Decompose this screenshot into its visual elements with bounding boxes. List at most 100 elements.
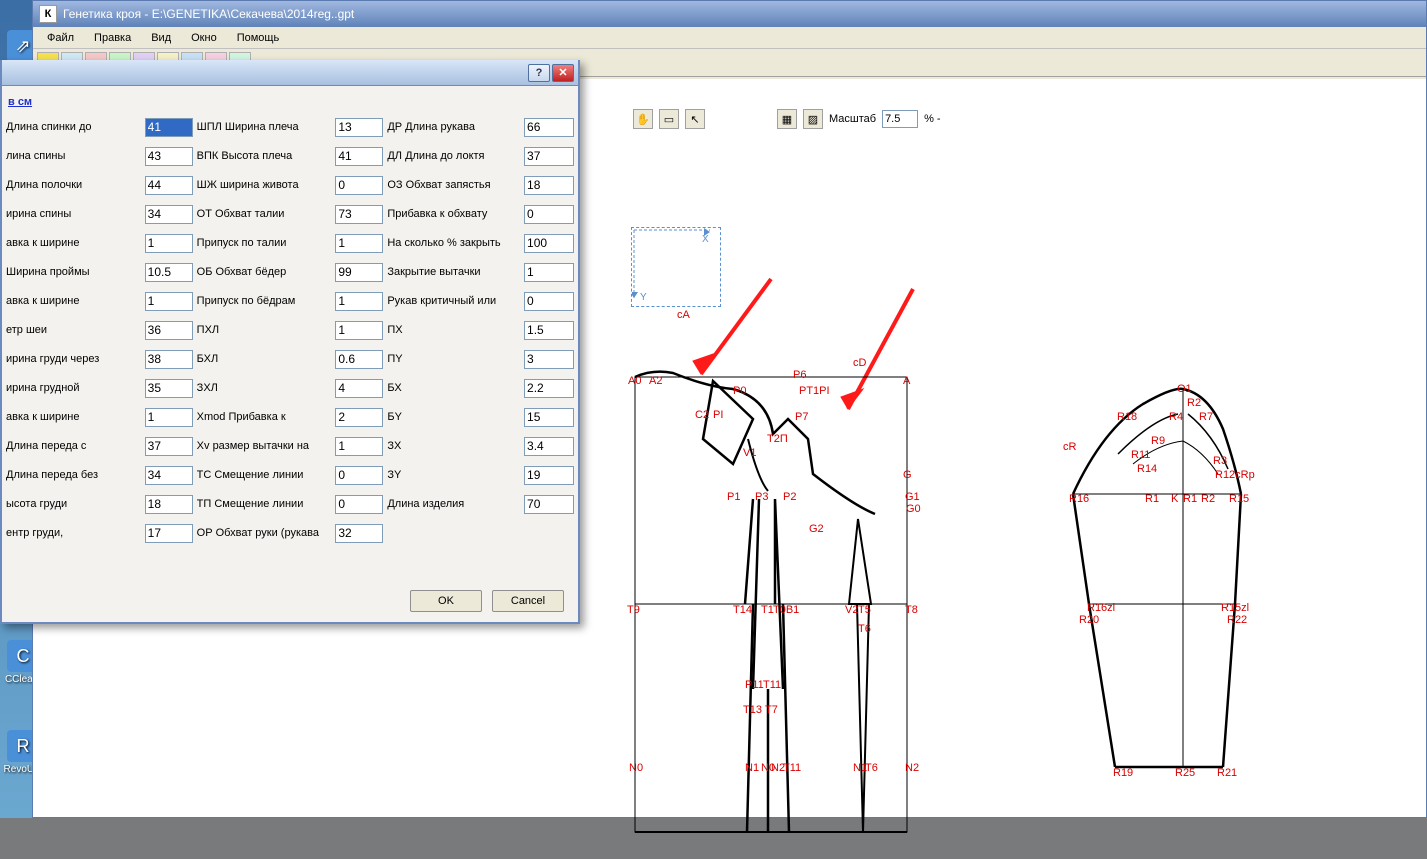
ok-button[interactable]: OK — [410, 590, 482, 612]
dialog-titlebar[interactable]: ? ✕ — [2, 60, 578, 86]
point-label: P7 — [795, 411, 808, 423]
point-label: P3 — [755, 491, 768, 503]
param-input[interactable] — [145, 524, 193, 543]
pointer-tool-icon[interactable]: ↖ — [685, 109, 705, 129]
point-label: R18 — [1117, 411, 1137, 423]
palette-icon[interactable]: ▦ — [777, 109, 797, 129]
param-label: ДР Длина рукава — [387, 121, 524, 133]
param-input[interactable] — [524, 321, 574, 340]
param-label: ирина спины — [6, 208, 145, 220]
param-input[interactable] — [524, 176, 574, 195]
param-input[interactable] — [335, 379, 383, 398]
param-input[interactable] — [335, 495, 383, 514]
param-input[interactable] — [335, 466, 383, 485]
param-label: ентр груди, — [6, 527, 145, 539]
point-label: R3 — [1213, 455, 1227, 467]
param-input[interactable] — [524, 292, 574, 311]
param-field: БХЛ — [197, 348, 384, 370]
param-input[interactable] — [524, 147, 574, 166]
param-input[interactable] — [524, 495, 574, 514]
param-label: Закрытие вытачки — [387, 266, 524, 278]
param-input[interactable] — [335, 176, 383, 195]
param-input[interactable] — [145, 118, 193, 137]
param-label: ЗХЛ — [197, 382, 336, 394]
param-field: ДЛ Длина до локтя — [387, 145, 574, 167]
menu-edit[interactable]: Правка — [84, 30, 141, 46]
param-input[interactable] — [335, 524, 383, 543]
param-input[interactable] — [145, 234, 193, 253]
param-input[interactable] — [524, 437, 574, 456]
param-input[interactable] — [145, 495, 193, 514]
scale-unit: % - — [924, 113, 941, 125]
sleeve-pattern — [1043, 219, 1303, 859]
parameters-dialog: ? ✕ в см Длина спинки долина спиныДлина … — [0, 60, 580, 624]
param-input[interactable] — [145, 466, 193, 485]
menu-window[interactable]: Окно — [181, 30, 227, 46]
hand-tool-icon[interactable]: ✋ — [633, 109, 653, 129]
param-input[interactable] — [145, 437, 193, 456]
param-input[interactable] — [524, 408, 574, 427]
menu-file[interactable]: Файл — [37, 30, 84, 46]
param-input[interactable] — [145, 176, 193, 195]
param-input[interactable] — [145, 292, 193, 311]
point-label: T6 — [865, 762, 878, 774]
point-label: PI — [713, 409, 723, 421]
param-column-1: Длина спинки долина спиныДлина полочкиир… — [6, 116, 193, 551]
cancel-button[interactable]: Cancel — [492, 590, 564, 612]
param-input[interactable] — [524, 350, 574, 369]
point-label: cA — [677, 309, 690, 321]
app-icon: К — [39, 5, 57, 23]
param-field: Длина полочки — [6, 174, 193, 196]
param-input[interactable] — [524, 118, 574, 137]
param-label: ПХ — [387, 324, 524, 336]
help-button[interactable]: ? — [528, 64, 550, 82]
param-input[interactable] — [524, 234, 574, 253]
param-input[interactable] — [145, 263, 193, 282]
scale-input[interactable] — [882, 110, 918, 128]
param-input[interactable] — [145, 350, 193, 369]
param-input[interactable] — [145, 205, 193, 224]
param-label: ОБ Обхват бёдер — [197, 266, 336, 278]
param-input[interactable] — [145, 321, 193, 340]
param-input[interactable] — [335, 263, 383, 282]
point-label: T5 — [858, 604, 871, 616]
dialog-header-link[interactable]: в см — [6, 94, 574, 116]
param-input[interactable] — [335, 321, 383, 340]
point-label: V2 — [845, 604, 858, 616]
point-label: N1 — [745, 762, 759, 774]
param-input[interactable] — [335, 234, 383, 253]
titlebar[interactable]: К Генетика кроя - E:\GENETIKA\Секачева\2… — [33, 1, 1426, 27]
param-input[interactable] — [145, 147, 193, 166]
param-input[interactable] — [335, 147, 383, 166]
point-label: R16 — [1069, 493, 1089, 505]
param-label: TC Смещение линии — [197, 469, 336, 481]
param-input[interactable] — [335, 350, 383, 369]
param-input[interactable] — [335, 118, 383, 137]
param-label: авка к ширине — [6, 237, 145, 249]
param-label: Xv размер вытачки на — [197, 440, 336, 452]
param-label: ПY — [387, 353, 524, 365]
point-label: T6 — [858, 623, 871, 635]
param-field: Xv размер вытачки на — [197, 435, 384, 457]
param-input[interactable] — [145, 408, 193, 427]
param-field: БY — [387, 406, 574, 428]
menu-help[interactable]: Помощь — [227, 30, 290, 46]
point-label: R16zl — [1087, 602, 1115, 614]
close-button[interactable]: ✕ — [552, 64, 574, 82]
menu-view[interactable]: Вид — [141, 30, 181, 46]
param-label: ЗY — [387, 469, 524, 481]
param-input[interactable] — [335, 292, 383, 311]
param-input[interactable] — [145, 379, 193, 398]
rect-tool-icon[interactable]: ▭ — [659, 109, 679, 129]
grid-icon[interactable]: ▨ — [803, 109, 823, 129]
param-input[interactable] — [524, 205, 574, 224]
param-field: Длина переда с — [6, 435, 193, 457]
param-input[interactable] — [335, 437, 383, 456]
param-input[interactable] — [335, 205, 383, 224]
param-input[interactable] — [335, 408, 383, 427]
point-label: P6 — [793, 369, 806, 381]
param-input[interactable] — [524, 379, 574, 398]
param-field: ентр груди, — [6, 522, 193, 544]
param-input[interactable] — [524, 466, 574, 485]
param-input[interactable] — [524, 263, 574, 282]
